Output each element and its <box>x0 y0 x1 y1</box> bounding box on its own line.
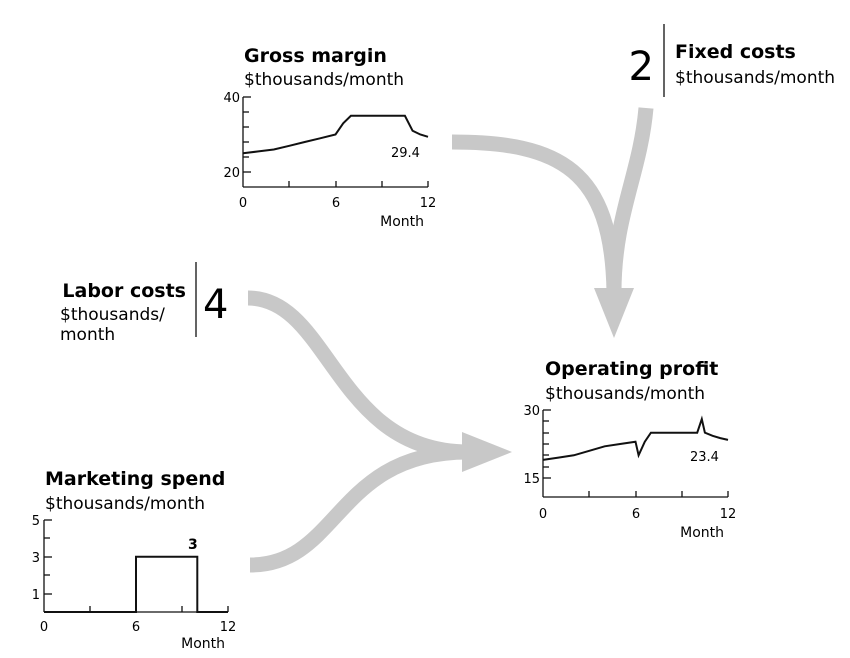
fixed-costs-panel: 2 Fixed costs $thousands/month <box>629 24 835 97</box>
marketing-spend-xlabel: Month <box>181 636 225 652</box>
arrow-marketing-spend <box>249 444 469 573</box>
arrow-fixed-costs <box>606 107 654 293</box>
operating-profit-unit: $thousands/month <box>545 384 705 404</box>
marketing-spend-xtick-12: 12 <box>220 620 237 635</box>
labor-costs-value: 4 <box>203 282 228 328</box>
marketing-spend-ytick-1: 1 <box>32 588 40 603</box>
gross-margin-xtick-12: 12 <box>420 196 437 211</box>
marketing-spend-ytick-3: 3 <box>32 551 40 566</box>
gross-margin-xtick-0: 0 <box>239 196 247 211</box>
marketing-spend-title: Marketing spend <box>45 468 225 490</box>
arrow-labor-costs <box>247 290 469 460</box>
gross-margin-series-line <box>242 114 429 155</box>
gross-margin-unit: $thousands/month <box>244 70 404 90</box>
marketing-spend-unit: $thousands/month <box>45 494 205 514</box>
fixed-costs-value: 2 <box>629 44 654 90</box>
labor-costs-title: Labor costs <box>62 280 186 302</box>
operating-profit-xtick-6: 6 <box>632 507 640 522</box>
gross-margin-title: Gross margin <box>244 45 387 67</box>
fixed-costs-title: Fixed costs <box>675 41 796 63</box>
gross-margin-panel: Gross margin $thousands/month 40 20 0 6 … <box>223 45 436 230</box>
marketing-spend-xtick-6: 6 <box>132 620 140 635</box>
arrowhead-operating-profit-left <box>462 432 512 472</box>
arrow-gross-margin <box>451 134 622 293</box>
marketing-spend-xtick-0: 0 <box>40 620 48 635</box>
gross-margin-ytick-20: 20 <box>223 166 240 181</box>
operating-profit-axes <box>542 409 729 498</box>
labor-costs-unit-line2: month <box>60 325 115 345</box>
operating-profit-xtick-0: 0 <box>539 507 547 522</box>
gross-margin-axes <box>242 96 429 188</box>
marketing-spend-series-line <box>44 555 228 613</box>
marketing-spend-ytick-5: 5 <box>32 514 40 529</box>
labor-costs-unit-line1: $thousands/ <box>60 305 165 325</box>
fixed-costs-unit: $thousands/month <box>675 68 835 88</box>
gross-margin-xtick-6: 6 <box>332 196 340 211</box>
flow-arrows <box>247 107 654 573</box>
operating-profit-ytick-30: 30 <box>523 404 540 419</box>
labor-costs-panel: Labor costs $thousands/ month 4 <box>60 262 228 345</box>
marketing-spend-panel: Marketing spend $thousands/month 5 3 1 0… <box>32 468 237 652</box>
operating-profit-series-line <box>542 415 729 461</box>
marketing-spend-step-value: 3 <box>188 537 198 553</box>
operating-profit-ytick-15: 15 <box>523 472 540 487</box>
operating-profit-panel: Operating profit $thousands/month 30 15 … <box>523 358 736 541</box>
arrowhead-operating-profit-top <box>594 288 634 338</box>
gross-margin-ytick-40: 40 <box>223 91 240 106</box>
gross-margin-xlabel: Month <box>380 214 424 230</box>
operating-profit-xlabel: Month <box>680 525 724 541</box>
gross-margin-end-value: 29.4 <box>391 146 420 161</box>
operating-profit-title: Operating profit <box>545 358 718 380</box>
operating-profit-end-value: 23.4 <box>690 450 719 465</box>
operating-profit-xtick-12: 12 <box>720 507 737 522</box>
